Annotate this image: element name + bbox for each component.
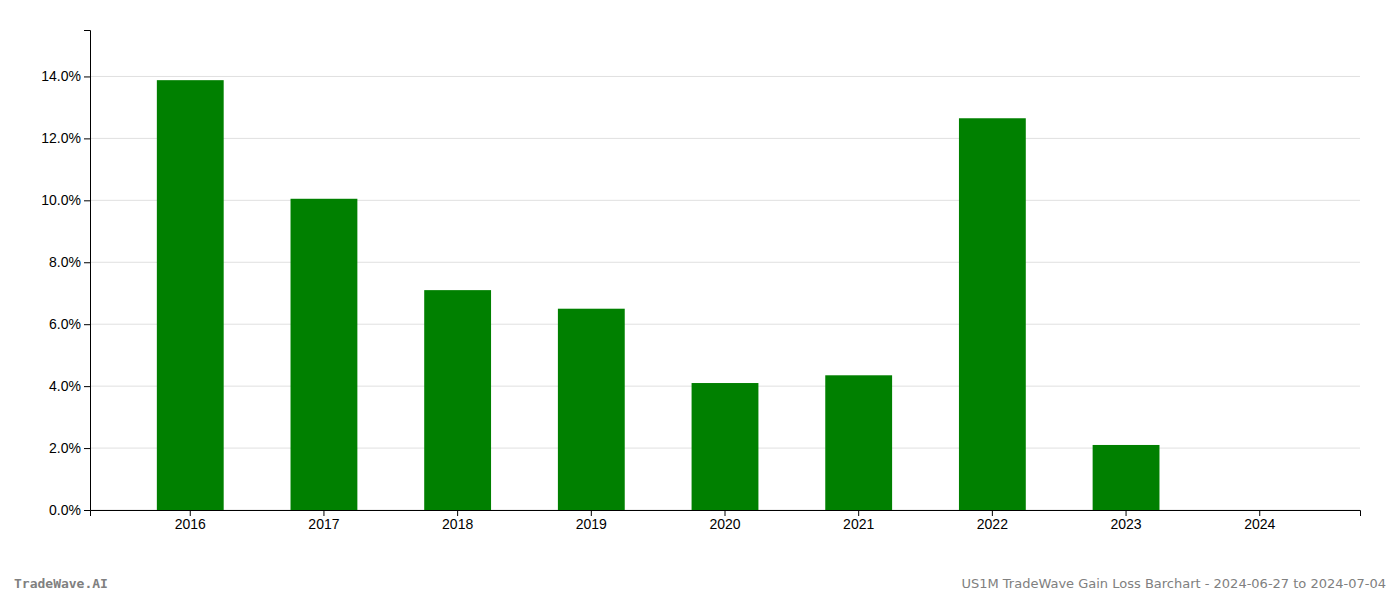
bar bbox=[157, 80, 224, 510]
y-tick-label: 12.0% bbox=[41, 130, 81, 146]
y-tick: 6.0% bbox=[49, 316, 90, 332]
bar bbox=[1226, 510, 1293, 511]
y-tick-label: 10.0% bbox=[41, 192, 81, 208]
y-tick: 0.0% bbox=[49, 502, 90, 518]
y-axis-line bbox=[84, 31, 91, 511]
annotation: US1M TradeWave Gain Loss Barchart - 2024… bbox=[961, 576, 1386, 591]
y-tick-label: 6.0% bbox=[49, 316, 81, 332]
y-tick-label: 2.0% bbox=[49, 440, 81, 456]
x-tick-label: 2016 bbox=[175, 516, 206, 532]
y-tick-label: 0.0% bbox=[49, 502, 81, 518]
x-tick-label: 2024 bbox=[1244, 516, 1275, 532]
x-tick: 2019 bbox=[576, 510, 607, 532]
x-tick: 2017 bbox=[308, 510, 339, 532]
x-tick-label: 2022 bbox=[977, 516, 1008, 532]
y-tick-mark bbox=[84, 76, 90, 77]
y-tick-label: 8.0% bbox=[49, 254, 81, 270]
x-tick-label: 2018 bbox=[442, 516, 473, 532]
y-tick: 8.0% bbox=[49, 254, 90, 270]
x-tick: 2016 bbox=[175, 510, 206, 532]
bar bbox=[692, 383, 759, 510]
grid-line bbox=[90, 76, 1360, 77]
y-tick-mark bbox=[84, 324, 90, 325]
y-tick-mark bbox=[84, 386, 90, 387]
y-tick-mark bbox=[84, 510, 90, 511]
x-tick: 2022 bbox=[977, 510, 1008, 532]
y-tick: 2.0% bbox=[49, 440, 90, 456]
y-tick-mark bbox=[84, 448, 90, 449]
grid-line bbox=[90, 324, 1360, 325]
bar bbox=[1093, 445, 1160, 510]
y-tick: 4.0% bbox=[49, 378, 90, 394]
x-tick: 2023 bbox=[1110, 510, 1141, 532]
bar bbox=[558, 309, 625, 510]
bar bbox=[825, 375, 892, 510]
x-tick-label: 2023 bbox=[1110, 516, 1141, 532]
grid bbox=[90, 76, 1360, 510]
x-tick-label: 2017 bbox=[308, 516, 339, 532]
y-tick: 12.0% bbox=[41, 130, 90, 146]
x-tick-label: 2021 bbox=[843, 516, 874, 532]
x-tick: 2020 bbox=[709, 510, 740, 532]
grid-line bbox=[90, 262, 1360, 263]
x-tick-label: 2020 bbox=[709, 516, 740, 532]
bars bbox=[157, 80, 1160, 510]
bar bbox=[424, 290, 491, 510]
y-axis: 0.0% 2.0% 4.0% 6.0% 8.0% 10.0% 12.0% 14.0% bbox=[41, 31, 90, 518]
plot-area: 0.0%2.0%4.0%6.0%8.0%10.0%12.0%14.0%20162… bbox=[41, 31, 1360, 532]
grid-line bbox=[90, 138, 1360, 139]
bar bbox=[291, 199, 358, 510]
y-tick-mark bbox=[84, 138, 90, 139]
chart: 0.0%2.0%4.0%6.0%8.0%10.0%12.0%14.0%20162… bbox=[0, 0, 1400, 600]
y-tick-label: 4.0% bbox=[49, 378, 81, 394]
x-tick: 2024 bbox=[1244, 510, 1275, 532]
x-tick: 2021 bbox=[843, 510, 874, 532]
y-tick: 10.0% bbox=[41, 192, 90, 208]
bar bbox=[959, 118, 1026, 510]
y-tick-mark bbox=[84, 200, 90, 201]
grid-line bbox=[90, 200, 1360, 201]
x-tick-label: 2019 bbox=[576, 516, 607, 532]
y-tick-mark bbox=[84, 262, 90, 263]
y-tick: 14.0% bbox=[41, 68, 90, 84]
x-tick: 2018 bbox=[442, 510, 473, 532]
x-axis: 2016 2017 2018 2019 2020 2021 2022 2023 2024 bbox=[91, 510, 1361, 532]
y-tick-label: 14.0% bbox=[41, 68, 81, 84]
annotation: TradeWave.AI bbox=[14, 576, 108, 591]
